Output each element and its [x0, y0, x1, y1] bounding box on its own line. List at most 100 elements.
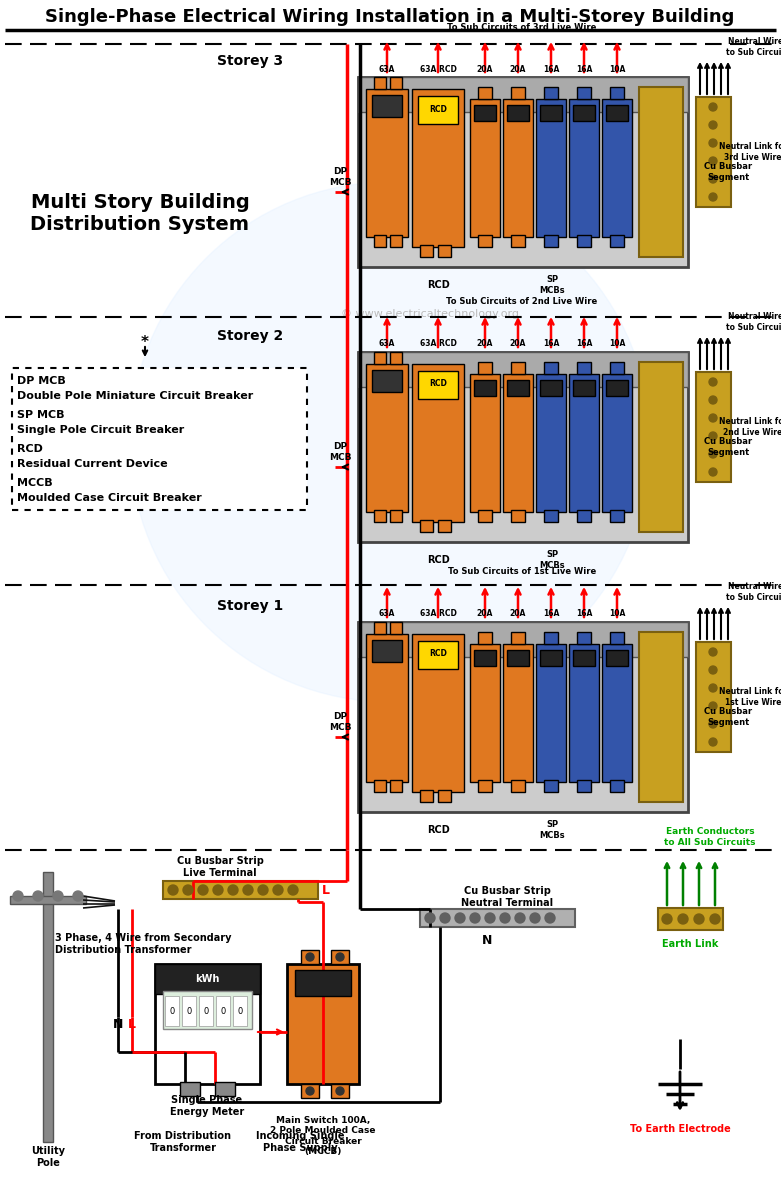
Bar [470, 374, 500, 513]
Circle shape [258, 884, 268, 895]
Bar [372, 640, 402, 662]
Circle shape [336, 1087, 344, 1095]
Text: Multi Story Building
Distribution System: Multi Story Building Distribution System [30, 193, 249, 235]
Text: Storey 1: Storey 1 [217, 600, 284, 613]
Bar [474, 380, 496, 396]
Circle shape [530, 913, 540, 923]
Bar [155, 964, 260, 1084]
Bar [438, 790, 451, 802]
Text: kWh: kWh [194, 974, 219, 985]
Text: SP
MCBs: SP MCBs [540, 275, 565, 294]
Circle shape [485, 913, 495, 923]
Bar [374, 77, 386, 89]
Circle shape [440, 913, 450, 923]
Circle shape [709, 139, 717, 147]
Text: 20A: 20A [510, 340, 526, 348]
Bar [301, 1084, 319, 1098]
Bar [390, 510, 402, 522]
Bar [536, 99, 566, 237]
Bar [199, 997, 213, 1026]
Circle shape [709, 738, 717, 746]
Circle shape [710, 914, 720, 924]
Text: RCD: RCD [429, 650, 447, 658]
Circle shape [33, 890, 43, 901]
Bar [478, 632, 492, 644]
Text: 63A RCD: 63A RCD [419, 609, 456, 619]
Text: To Earth Electrode: To Earth Electrode [629, 1124, 730, 1134]
Circle shape [709, 378, 717, 386]
Circle shape [662, 914, 672, 924]
Circle shape [425, 913, 435, 923]
Circle shape [130, 182, 650, 702]
Bar [215, 1082, 235, 1095]
Text: Cu Busbar Strip
Neutral Terminal: Cu Busbar Strip Neutral Terminal [461, 886, 553, 908]
Bar [331, 1084, 349, 1098]
Bar [470, 99, 500, 237]
Circle shape [228, 884, 238, 895]
Circle shape [288, 884, 298, 895]
Bar [577, 510, 591, 522]
Bar [511, 235, 525, 247]
Text: Single-Phase Electrical Wiring Installation in a Multi-Storey Building: Single-Phase Electrical Wiring Installat… [45, 8, 735, 26]
Circle shape [709, 122, 717, 129]
Bar [606, 105, 628, 122]
Circle shape [336, 952, 344, 961]
Bar [573, 650, 595, 666]
Bar [536, 644, 566, 782]
Bar [474, 650, 496, 666]
Text: 20A: 20A [477, 340, 493, 348]
Text: 10A: 10A [609, 609, 625, 619]
Bar [569, 374, 599, 513]
Text: Storey 2: Storey 2 [217, 329, 284, 343]
Bar [507, 650, 529, 666]
Bar [610, 632, 624, 644]
Bar [507, 380, 529, 396]
Text: 0: 0 [237, 1006, 243, 1016]
Bar [366, 89, 408, 237]
Text: Neutral Wires
to Sub Circuits: Neutral Wires to Sub Circuits [726, 37, 781, 57]
Circle shape [545, 913, 555, 923]
Bar [544, 632, 558, 644]
Bar [163, 991, 252, 1029]
Bar [163, 881, 318, 899]
Circle shape [709, 666, 717, 673]
Text: Earth Conductors
to All Sub Circuits: Earth Conductors to All Sub Circuits [665, 827, 756, 846]
Bar [478, 235, 492, 247]
Bar [639, 362, 683, 532]
Bar [606, 650, 628, 666]
Bar [358, 622, 688, 657]
Text: N: N [112, 1018, 123, 1031]
Bar [216, 997, 230, 1026]
Bar [503, 374, 533, 513]
Bar [43, 873, 53, 1142]
Text: 10A: 10A [609, 64, 625, 74]
Text: To Sub Circuits of 2nd Live Wire: To Sub Circuits of 2nd Live Wire [447, 298, 597, 306]
Bar [577, 780, 591, 791]
Circle shape [709, 157, 717, 164]
Bar [536, 374, 566, 513]
Bar [358, 352, 688, 542]
Bar [470, 644, 500, 782]
Circle shape [709, 451, 717, 458]
Bar [412, 634, 464, 791]
Circle shape [709, 648, 717, 656]
Bar [639, 87, 683, 257]
Text: 20A: 20A [477, 64, 493, 74]
Circle shape [709, 468, 717, 476]
Bar [301, 950, 319, 964]
Bar [544, 235, 558, 247]
Bar [420, 246, 433, 257]
Bar [544, 510, 558, 522]
Bar [474, 105, 496, 122]
Bar [412, 89, 464, 247]
Bar [540, 380, 562, 396]
Text: RCD: RCD [426, 555, 449, 565]
Bar [418, 371, 458, 399]
Text: Storey 3: Storey 3 [217, 54, 283, 68]
Bar [358, 77, 688, 267]
Bar [390, 780, 402, 791]
Text: Cu Busbar Strip
Live Terminal: Cu Busbar Strip Live Terminal [177, 856, 263, 877]
Text: 63A RCD: 63A RCD [419, 64, 456, 74]
Bar [233, 997, 247, 1026]
Circle shape [709, 103, 717, 111]
